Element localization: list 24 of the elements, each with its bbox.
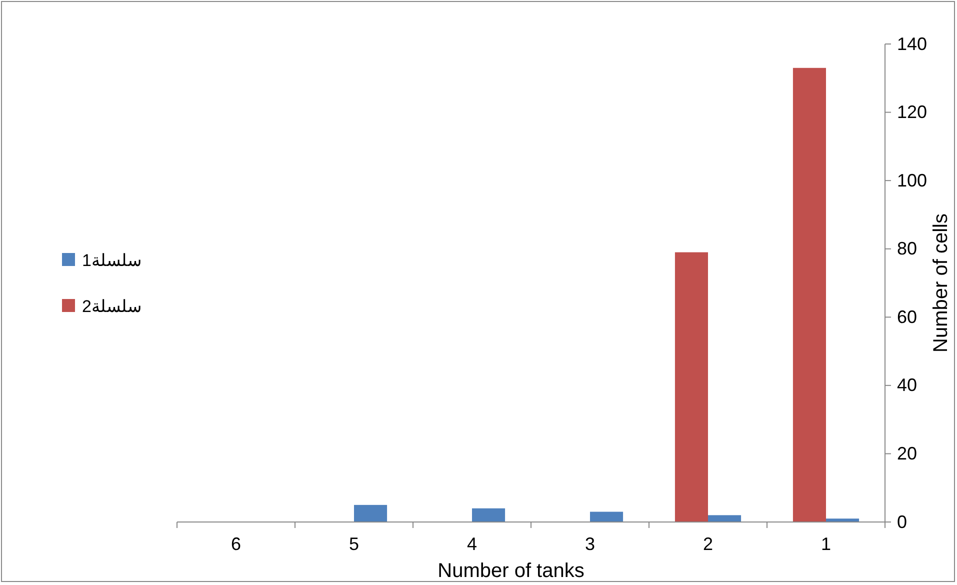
x-axis-title: Number of tanks xyxy=(438,560,584,582)
x-tick-label: 6 xyxy=(230,534,242,554)
x-tick-label: 1 xyxy=(820,534,832,554)
y-tick-label: 0 xyxy=(897,512,908,532)
x-tick-label: 2 xyxy=(702,534,714,554)
x-tick-label: 4 xyxy=(466,534,478,554)
bar xyxy=(354,504,388,522)
legend-label: سلسلة1 xyxy=(82,251,142,270)
bar xyxy=(792,68,826,522)
bar xyxy=(590,512,624,522)
x-tick-label: 5 xyxy=(348,534,360,554)
y-tick-label: 120 xyxy=(897,102,928,122)
y-tick-label: 80 xyxy=(897,238,918,259)
y-tick-label: 60 xyxy=(897,306,918,327)
bar xyxy=(674,252,708,522)
y-axis-title: Number of cells xyxy=(930,214,952,352)
bar xyxy=(472,508,506,522)
y-tick-label: 40 xyxy=(897,375,918,396)
y-tick-label: 20 xyxy=(897,443,918,464)
x-tick-label: 3 xyxy=(584,534,596,554)
bar xyxy=(708,515,742,522)
legend-label: سلسلة2 xyxy=(82,297,142,316)
y-tick-label: 140 xyxy=(897,34,928,54)
y-tick-label: 100 xyxy=(897,170,928,190)
